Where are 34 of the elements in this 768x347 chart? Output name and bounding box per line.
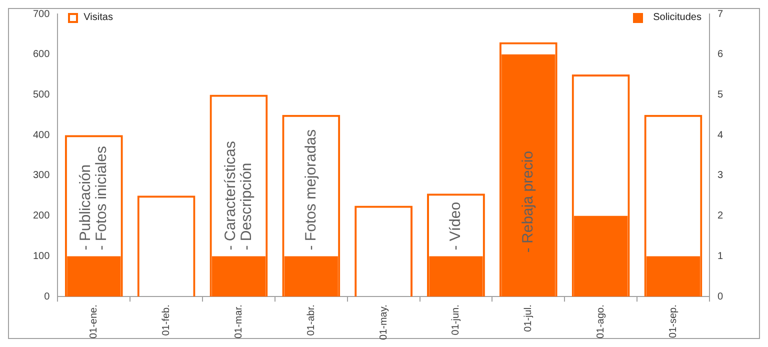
- annotation: - Descripción: [238, 162, 255, 250]
- x-tick-label: 01-may.: [378, 304, 390, 340]
- y-tick-label: 400: [32, 130, 50, 141]
- annotation: - Vídeo: [447, 202, 464, 250]
- y2-tick-label: 1: [717, 250, 724, 262]
- x-tick-label: 01-abr.: [306, 304, 317, 336]
- y-tick-label: 0: [44, 291, 50, 302]
- y-tick-label: 700: [32, 8, 50, 20]
- legend-label: Solicitudes: [653, 12, 702, 23]
- x-tick-label: 01-mar.: [233, 304, 244, 339]
- annotation: - Rebaja precio: [520, 150, 537, 253]
- y2-tick-label: 4: [717, 130, 724, 141]
- x-tick-label: 01-ago.: [596, 304, 607, 339]
- legend-label: Visitas: [84, 12, 113, 23]
- annotation: - Fotos mejoradas: [302, 129, 320, 250]
- y-tick-label: 100: [32, 250, 50, 262]
- y2-tick-label: 7: [717, 8, 724, 20]
- x-tick-label: 01-jun.: [450, 304, 462, 336]
- y2-tick-label: 3: [717, 170, 724, 182]
- y2-tick-label: 2: [717, 210, 724, 222]
- y2-tick-label: 0: [717, 291, 724, 302]
- x-tick-label: 01-feb.: [161, 304, 172, 336]
- x-tick-label: 01-jul.: [523, 304, 534, 332]
- y2-tick-label: 6: [717, 49, 724, 60]
- y2-tick-label: 5: [717, 90, 724, 100]
- y-tick-label: 300: [32, 170, 50, 182]
- y-tick-label: 500: [32, 90, 50, 100]
- annotation: - Características: [222, 141, 239, 250]
- y-tick-label: 600: [32, 49, 50, 60]
- y-tick-label: 200: [32, 210, 50, 222]
- annotation: - Fotos iniciales: [93, 146, 110, 250]
- annotation: - Publicación: [77, 164, 94, 250]
- x-tick-label: 01-sep.: [668, 304, 679, 338]
- x-tick-label: 01-ene.: [88, 304, 100, 339]
